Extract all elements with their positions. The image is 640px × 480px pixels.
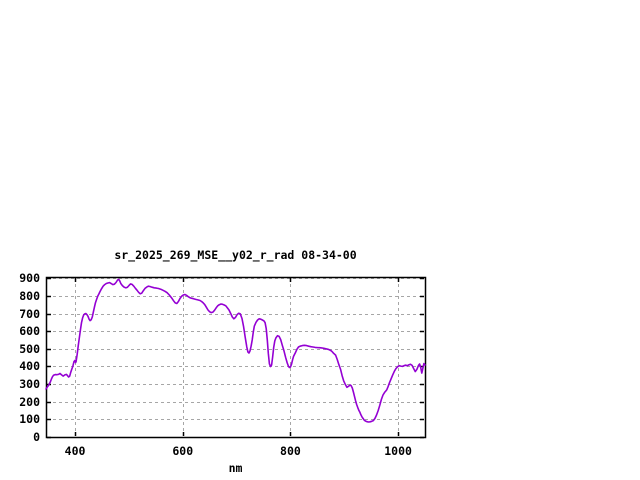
y-tick-label-500: 500 bbox=[19, 341, 40, 356]
y-tick-label-600: 600 bbox=[19, 324, 40, 339]
y-tick-label-200: 200 bbox=[19, 394, 40, 409]
chart-title: sr_2025_269_MSE__y02_r_rad 08-34-00 bbox=[114, 248, 357, 262]
y-tick-label-0: 0 bbox=[33, 430, 40, 444]
x-tick-label-800: 800 bbox=[280, 444, 301, 458]
y-tick-label-700: 700 bbox=[19, 306, 40, 321]
x-axis-label: nm bbox=[228, 461, 243, 475]
y-tick-label-400: 400 bbox=[19, 359, 40, 374]
y-tick-label-800: 800 bbox=[19, 288, 40, 303]
x-tick-label-1000: 1000 bbox=[384, 444, 412, 458]
x-tick-label-600: 600 bbox=[172, 444, 194, 458]
y-tick-label-900: 900 bbox=[19, 271, 40, 286]
spectrum-line bbox=[45, 278, 426, 423]
y-tick-label-100: 100 bbox=[19, 412, 40, 427]
y-tick-label-300: 300 bbox=[19, 377, 40, 392]
plot-border bbox=[45, 276, 427, 439]
x-tick-label-400: 400 bbox=[64, 444, 86, 458]
